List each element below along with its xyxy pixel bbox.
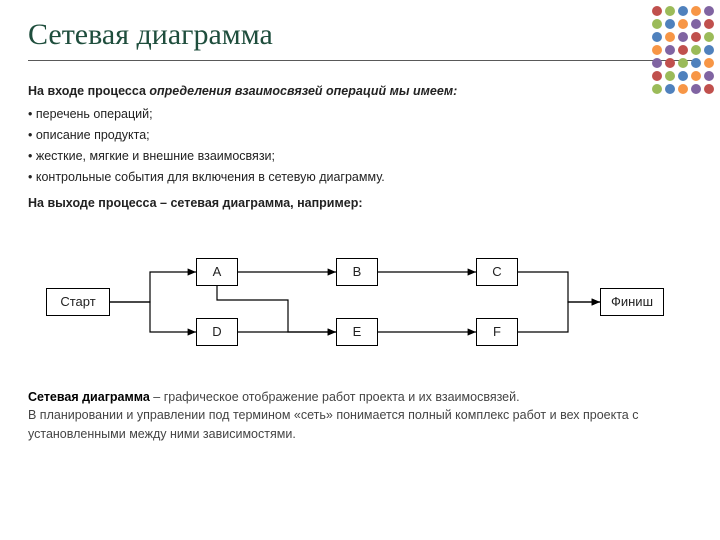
definition-rest2: В планировании и управлении под термином… [28, 408, 638, 440]
dot [678, 84, 688, 94]
definition-sep: – [150, 390, 164, 404]
definition-block: Сетевая диаграмма – графическое отображе… [28, 388, 692, 442]
dot [665, 32, 675, 42]
edge-F-finish [518, 302, 600, 332]
dot [652, 71, 662, 81]
input-bullets: перечень операций; описание продукта; же… [28, 106, 692, 186]
bullet-item: контрольные события для включения в сете… [28, 169, 692, 186]
dot [652, 6, 662, 16]
definition-rest1: графическое отображение работ проекта и … [164, 390, 520, 404]
dot [678, 58, 688, 68]
dot [678, 19, 688, 29]
dot [652, 45, 662, 55]
definition-term: Сетевая диаграмма [28, 390, 150, 404]
dot [704, 32, 714, 42]
page-title: Сетевая диаграмма [28, 18, 692, 61]
dot [691, 84, 701, 94]
dot [704, 19, 714, 29]
decorative-dot-grid [652, 6, 714, 94]
dot [678, 6, 688, 16]
dot [665, 19, 675, 29]
slide: Сетевая диаграмма На входе процесса опре… [0, 0, 720, 540]
dot [665, 58, 675, 68]
dot [691, 71, 701, 81]
dot [665, 71, 675, 81]
dot [691, 6, 701, 16]
node-c: C [476, 258, 518, 286]
dot [704, 71, 714, 81]
diagram-edges [40, 230, 680, 370]
network-diagram: Старт A B C D E F Финиш [40, 230, 680, 370]
content-block: На входе процесса определения взаимосвяз… [28, 83, 692, 443]
dot [691, 45, 701, 55]
dot [665, 84, 675, 94]
dot [678, 32, 688, 42]
dot [665, 45, 675, 55]
dot [704, 84, 714, 94]
node-a: A [196, 258, 238, 286]
bullet-item: жесткие, мягкие и внешние взаимосвязи; [28, 148, 692, 165]
edge-start-D [110, 302, 196, 332]
node-d: D [196, 318, 238, 346]
bullet-item: перечень операций; [28, 106, 692, 123]
intro-ital: определения взаимосвязей операций мы име… [149, 84, 457, 98]
dot [665, 6, 675, 16]
dot [704, 58, 714, 68]
node-start: Старт [46, 288, 110, 316]
dot [704, 6, 714, 16]
node-finish: Финиш [600, 288, 664, 316]
node-b: B [336, 258, 378, 286]
edge-start-A [110, 272, 196, 302]
dot [678, 45, 688, 55]
dot [691, 32, 701, 42]
output-lead: На выходе процесса – сетевая диаграмма, … [28, 195, 692, 212]
intro-prefix: На входе процесса [28, 84, 149, 98]
bullet-item: описание продукта; [28, 127, 692, 144]
edge-C-finish [518, 272, 600, 302]
intro-lead: На входе процесса определения взаимосвяз… [28, 83, 692, 100]
dot [678, 71, 688, 81]
dot [652, 58, 662, 68]
dot [691, 19, 701, 29]
dot [652, 32, 662, 42]
dot [652, 84, 662, 94]
dot [704, 45, 714, 55]
dot [652, 19, 662, 29]
node-e: E [336, 318, 378, 346]
node-f: F [476, 318, 518, 346]
dot [691, 58, 701, 68]
